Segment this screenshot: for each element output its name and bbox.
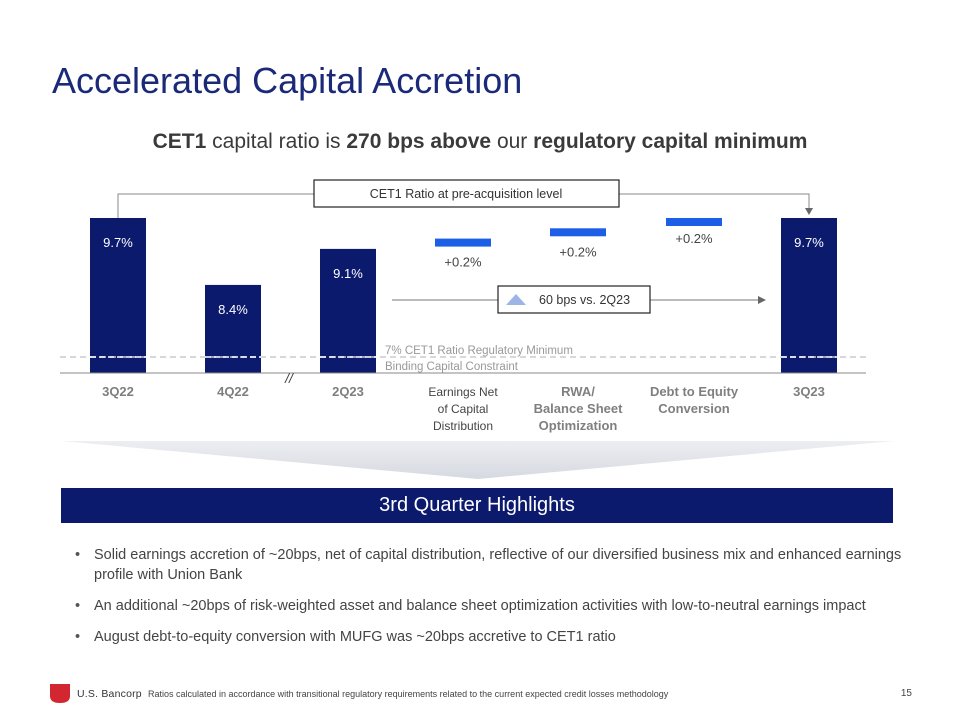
page-number: 15: [900, 688, 912, 699]
subtitle-text-1: capital ratio is: [206, 130, 347, 153]
change-arrowhead: [758, 296, 766, 304]
subtitle: CET1 capital ratio is 270 bps above our …: [0, 130, 960, 154]
increment-value-label: +0.2%: [444, 255, 482, 270]
axis-break-marker: //: [284, 370, 295, 386]
x-tick-label: Conversion: [658, 401, 730, 416]
highlights-list: Solid earnings accretion of ~20bps, net …: [72, 545, 902, 658]
bar-2q23: [320, 248, 376, 373]
increment-bar: [550, 228, 606, 237]
bar-value-label: 8.4%: [218, 302, 248, 317]
subtitle-regulatory-minimum: regulatory capital minimum: [533, 130, 808, 153]
page-title: Accelerated Capital Accretion: [52, 60, 523, 101]
x-tick-label: Optimization: [539, 418, 618, 433]
reference-label-1: 7% CET1 Ratio Regulatory Minimum: [385, 345, 573, 357]
x-tick-label: Debt to Equity: [650, 384, 739, 399]
increment-bar: [666, 218, 722, 226]
highlight-down-arrow: [62, 441, 894, 479]
bar-value-label: 9.7%: [103, 235, 133, 250]
x-tick-label: 3Q22: [102, 384, 134, 399]
brand-name: U.S. Bancorp: [77, 687, 142, 700]
bracket-line: [117, 193, 810, 218]
x-tick-label: Distribution: [433, 419, 493, 433]
bracket-label: CET1 Ratio at pre-acquisition level: [370, 187, 562, 201]
highlight-bullet-2: An additional ~20bps of risk-weighted as…: [72, 596, 902, 616]
x-tick-label: Balance Sheet: [534, 401, 624, 416]
increment-bar: [435, 238, 491, 247]
change-label: 60 bps vs. 2Q23: [539, 293, 630, 307]
triangle-up-icon: [506, 294, 526, 305]
x-tick-label: RWA/: [561, 384, 595, 399]
change-box: [497, 285, 651, 314]
subtitle-270bps: 270 bps above: [346, 130, 492, 153]
bar-value-label: 9.1%: [333, 266, 363, 281]
bar-3q23: [781, 218, 837, 373]
bracket-label-box: [313, 179, 620, 208]
increment-value-label: +0.2%: [675, 231, 713, 246]
subtitle-text-2: our: [491, 130, 534, 153]
shield-icon: [50, 684, 70, 703]
bar-value-label: 9.7%: [794, 235, 824, 250]
highlights-banner: 3rd Quarter Highlights: [61, 488, 893, 523]
x-tick-label: 4Q22: [217, 384, 249, 399]
footnote: Ratios calculated in accordance with tra…: [148, 689, 669, 699]
bracket-arrowhead: [805, 208, 813, 215]
highlights-heading: 3rd Quarter Highlights: [379, 494, 575, 516]
highlight-bullet-3: August debt-to-equity conversion with MU…: [72, 627, 902, 647]
x-tick-label: 2Q23: [332, 384, 364, 399]
bar-3q22: [90, 218, 146, 373]
cet1-waterfall-chart: CET1 Ratio at pre-acquisition level 9.7% 8…: [60, 179, 866, 433]
subtitle-cet1: CET1: [152, 130, 207, 153]
increment-value-label: +0.2%: [559, 244, 597, 259]
x-tick-label: Earnings Net: [428, 385, 498, 399]
x-tick-label: of Capital: [438, 402, 489, 416]
reference-label-2: Binding Capital Constraint: [385, 361, 519, 373]
highlight-bullet-1: Solid earnings accretion of ~20bps, net …: [72, 545, 902, 585]
x-tick-label: 3Q23: [793, 384, 825, 399]
usbancorp-logo: U.S. Bancorp: [50, 684, 142, 703]
bar-4q22: [205, 284, 261, 373]
